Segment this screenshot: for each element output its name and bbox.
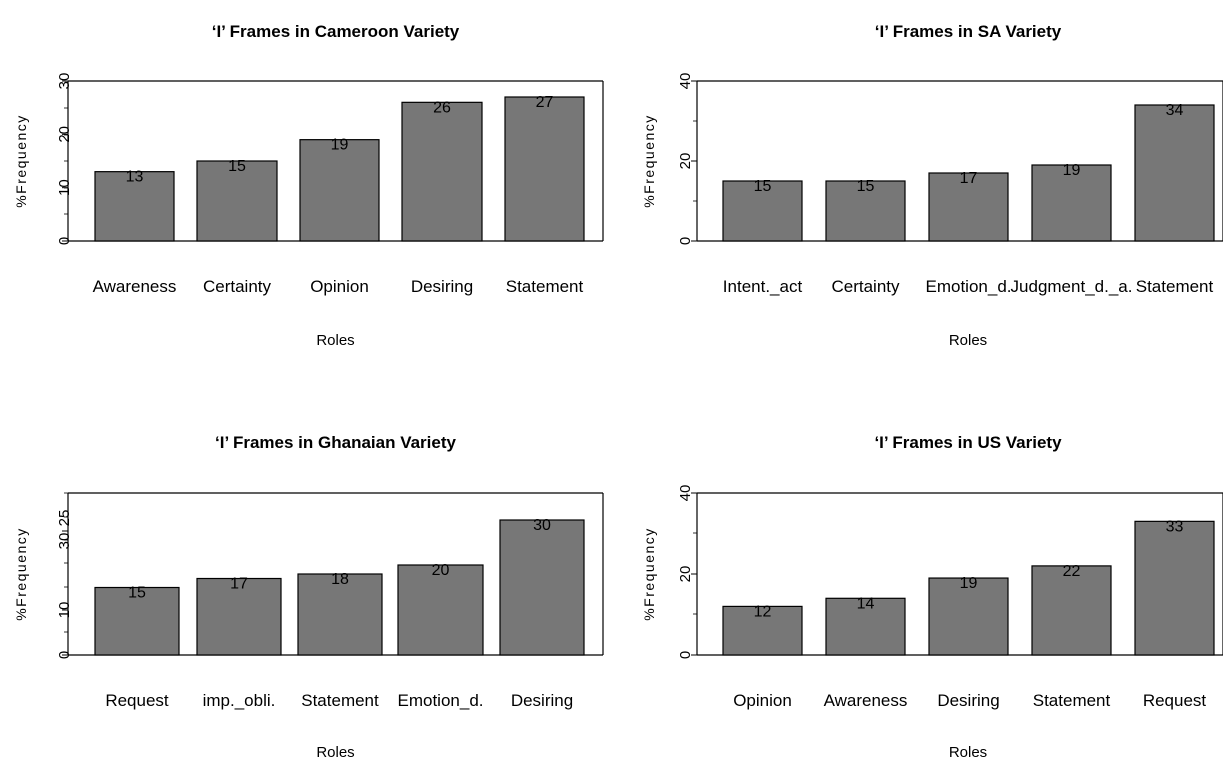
data-label: 13 [126,169,144,186]
data-label: 34 [1166,102,1184,119]
x-axis-label: Roles [949,332,987,349]
x-category-label: Emotion_d. [398,691,484,710]
bar-certainty [196,160,278,242]
data-label: 17 [960,170,978,187]
x-category-label: Request [105,691,169,710]
x-category-label: Desiring [411,277,473,296]
data-label: 30 [533,517,551,534]
bar-statement [297,573,383,656]
bar-imp-obli- [196,577,282,656]
x-category-label: Certainty [203,277,272,296]
bar-statement [1031,565,1112,656]
y-axis-label: %Frequency [13,527,29,621]
data-label: 33 [1166,518,1184,535]
data-label: 15 [128,585,146,602]
data-label: 15 [754,178,772,195]
bar-desiring [928,577,1009,656]
bar-emotion-d- [397,564,484,656]
data-label: 19 [1063,162,1081,179]
data-label: 17 [230,576,248,593]
x-category-label: Opinion [310,277,369,296]
bar-awareness [825,597,906,656]
x-category-label: Certainty [831,277,900,296]
chart-panel-1: ‘I’ Frames in Cameroon Variety0102030%Fr… [13,22,604,349]
y-tick-label: 20 [56,126,73,143]
data-label: 26 [433,99,451,116]
bar-request [1134,520,1215,656]
x-category-label: Statement [506,277,584,296]
y-tick-label: 25 [56,510,73,527]
x-category-label: imp._obli. [203,691,276,710]
chart-title: ‘I’ Frames in SA Variety [875,22,1062,41]
chart-title: ‘I’ Frames in US Variety [874,433,1062,452]
data-label: 14 [857,595,875,612]
bar-statement [1134,104,1215,242]
bar-judgment-d-a- [1031,164,1112,242]
bar-awareness [94,171,175,242]
x-axis-label: Roles [316,744,354,761]
data-label: 12 [754,603,772,620]
y-axis-label: %Frequency [641,114,657,208]
x-category-label: Desiring [937,691,999,710]
data-label: 19 [331,137,349,154]
x-category-label: Statement [1033,691,1111,710]
x-category-label: Awareness [93,277,177,296]
bar-certainty [825,180,906,242]
x-category-label: Judgment_d._a. [1011,277,1133,296]
y-tick-label: 40 [677,73,694,90]
data-label: 22 [1063,563,1081,580]
x-category-label: Emotion_d. [926,277,1012,296]
y-tick-label: 30 [56,533,73,550]
x-category-label: Opinion [733,691,792,710]
chart-title: ‘I’ Frames in Ghanaian Variety [215,433,456,452]
data-label: 15 [228,158,246,175]
bar-request [94,586,180,656]
chart-panel-4: ‘I’ Frames in US Variety 0 20 40 %Frequency 1… [641,433,1223,761]
bar-emotion-d- [928,172,1009,242]
bar-intent-act [722,180,803,242]
chart-title: ‘I’ Frames in Cameroon Variety [212,22,460,41]
y-axis-label: %Frequency [641,527,657,621]
bar-desiring [499,519,585,656]
data-label: 15 [857,178,875,195]
x-category-label: Awareness [824,691,908,710]
x-category-label: Desiring [511,691,573,710]
data-label: 19 [960,575,978,592]
y-tick-label: 0 [677,237,694,245]
y-tick-label: 40 [677,485,694,502]
x-category-label: Request [1143,691,1207,710]
bar-statement [504,96,585,242]
chart-panel-3: ‘I’ Frames in Ghanaian Variety0102530%Fr… [13,433,604,761]
data-label: 18 [331,571,349,588]
y-axis-label: %Frequency [13,114,29,208]
y-tick-label: 20 [677,153,694,170]
data-label: 27 [536,94,554,111]
bar-opinion [722,605,803,656]
chart-panel-2: ‘I’ Frames in SA Variety 0 20 40 %Frequency 1… [641,22,1223,349]
x-category-label: Intent._act [723,277,803,296]
x-axis-label: Roles [949,744,987,761]
y-tick-label: 0 [677,651,694,659]
x-axis-label: Roles [316,332,354,349]
x-category-label: Statement [1136,277,1214,296]
data-label: 20 [432,562,450,579]
x-category-label: Statement [301,691,379,710]
y-tick-label: 20 [677,566,694,583]
bar-opinion [299,139,380,242]
bar-desiring [401,101,483,242]
